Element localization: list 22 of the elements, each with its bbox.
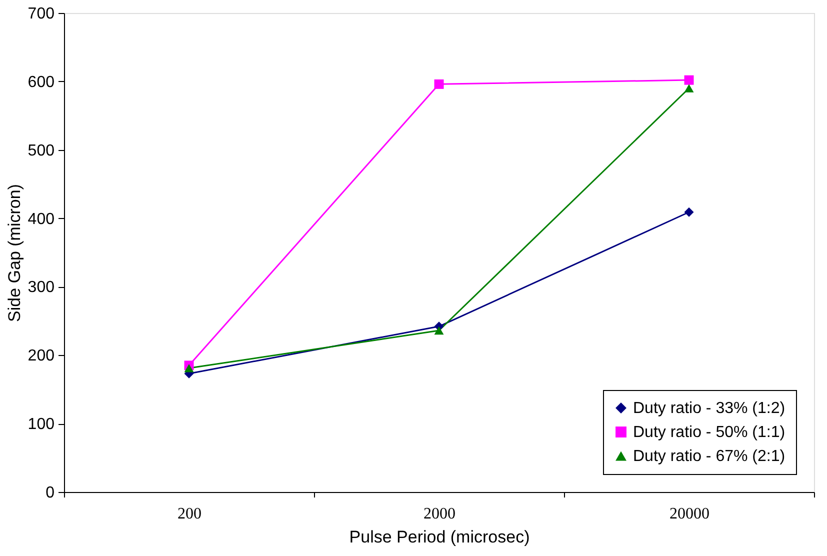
point	[434, 79, 444, 89]
y-tick-label: 700	[28, 6, 55, 22]
x-tick-label: 20000	[670, 506, 710, 522]
x-tick-label: 2000	[424, 506, 456, 522]
y-axis-title: Side Gap (micron)	[4, 184, 24, 322]
y-tick-label: 200	[28, 348, 55, 365]
x-axis-title: Pulse Period (microsec)	[349, 528, 530, 546]
y-tick-label: 400	[28, 210, 55, 228]
y-tick-label: 500	[28, 142, 55, 160]
point	[684, 207, 694, 217]
y-tick-label: 100	[28, 416, 55, 434]
x-tick-label: 200	[178, 506, 202, 522]
y-tick-label: 600	[28, 74, 55, 91]
y-tick-label: 0	[46, 484, 55, 502]
legend-label: Duty ratio - 50% (1:1)	[633, 424, 786, 441]
legend-label: Duty ratio - 33% (1:2)	[633, 400, 786, 417]
point	[434, 326, 444, 335]
point	[684, 84, 694, 92]
point	[184, 364, 194, 372]
y-tick-label: 300	[28, 279, 55, 296]
point	[684, 75, 694, 85]
legend-label: Duty ratio - 67% (2:1)	[633, 448, 786, 465]
